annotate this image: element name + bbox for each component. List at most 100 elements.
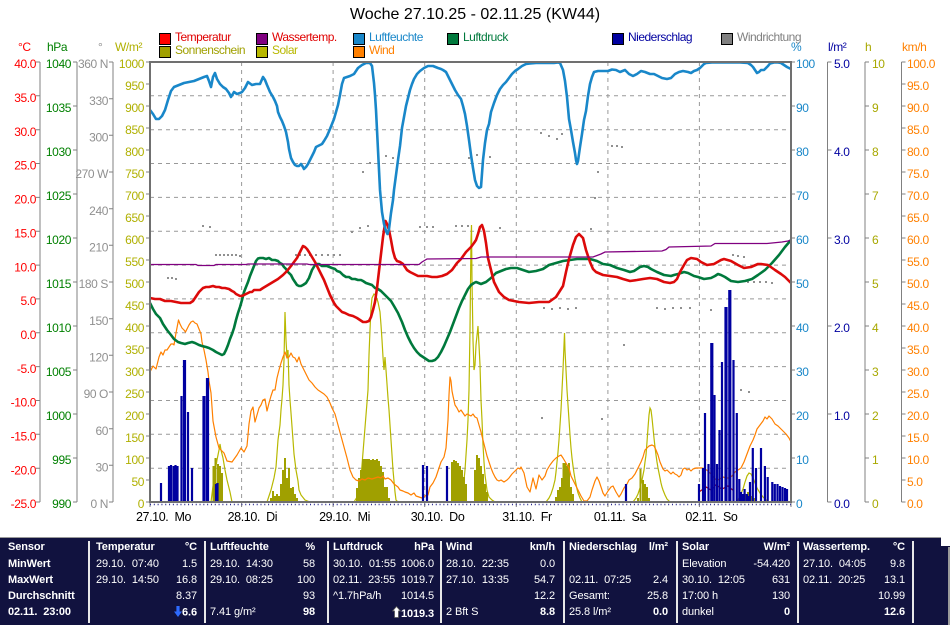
svg-text:35.0: 35.0 <box>14 91 36 105</box>
svg-text:750: 750 <box>125 167 145 181</box>
svg-text:0: 0 <box>138 497 145 511</box>
svg-text:-25.0: -25.0 <box>11 497 37 511</box>
svg-text:400: 400 <box>125 321 145 335</box>
svg-text:30.10. Do: 30.10. Do <box>411 510 465 524</box>
svg-text:60.0: 60.0 <box>907 233 929 247</box>
svg-text:50: 50 <box>131 475 144 489</box>
svg-text:100: 100 <box>125 453 145 467</box>
svg-text:0 N: 0 N <box>91 497 108 511</box>
svg-text:45.0: 45.0 <box>907 299 929 313</box>
svg-text:-10.0: -10.0 <box>11 396 37 410</box>
svg-text:15.0: 15.0 <box>14 226 36 240</box>
svg-text:1020: 1020 <box>46 233 72 247</box>
svg-text:270 W: 270 W <box>75 167 109 181</box>
svg-text:2: 2 <box>872 409 879 423</box>
svg-text:31.10. Fr: 31.10. Fr <box>502 510 552 524</box>
svg-text:30: 30 <box>95 461 108 475</box>
svg-text:950: 950 <box>125 79 145 93</box>
svg-text:450: 450 <box>125 299 145 313</box>
svg-text:500: 500 <box>125 277 145 291</box>
svg-text:150: 150 <box>125 431 145 445</box>
svg-text:5.0: 5.0 <box>21 294 37 308</box>
svg-text:90 O: 90 O <box>84 387 108 401</box>
svg-text:60: 60 <box>796 233 809 247</box>
svg-text:90.0: 90.0 <box>907 101 929 115</box>
svg-text:-5.0: -5.0 <box>17 362 37 376</box>
svg-text:7: 7 <box>872 189 879 203</box>
svg-text:100: 100 <box>796 57 816 71</box>
svg-text:1025: 1025 <box>46 189 72 203</box>
svg-text:35.0: 35.0 <box>907 343 929 357</box>
svg-text:°: ° <box>98 40 103 54</box>
svg-text:29.10. Mi: 29.10. Mi <box>319 510 370 524</box>
svg-text:02.11. So: 02.11. So <box>685 510 738 524</box>
svg-text:210: 210 <box>89 241 109 255</box>
svg-text:9: 9 <box>872 101 879 115</box>
svg-text:°C: °C <box>18 40 31 54</box>
svg-text:30.0: 30.0 <box>907 365 929 379</box>
svg-text:0: 0 <box>796 497 803 511</box>
svg-text:20.0: 20.0 <box>907 409 929 423</box>
svg-text:30.0: 30.0 <box>14 125 36 139</box>
svg-text:4: 4 <box>872 321 879 335</box>
svg-text:70: 70 <box>796 189 809 203</box>
svg-text:70.0: 70.0 <box>907 189 929 203</box>
svg-text:550: 550 <box>125 255 145 269</box>
svg-text:300: 300 <box>89 131 109 145</box>
svg-text:3: 3 <box>872 365 879 379</box>
svg-text:10: 10 <box>796 453 809 467</box>
svg-text:km/h: km/h <box>902 40 926 54</box>
svg-text:0: 0 <box>872 497 879 511</box>
svg-text:10.0: 10.0 <box>907 453 929 467</box>
svg-text:900: 900 <box>125 101 145 115</box>
svg-text:10.0: 10.0 <box>14 260 36 274</box>
svg-text:800: 800 <box>125 145 145 159</box>
svg-text:650: 650 <box>125 211 145 225</box>
svg-text:300: 300 <box>125 365 145 379</box>
svg-text:85.0: 85.0 <box>907 123 929 137</box>
svg-text:4.0: 4.0 <box>834 145 850 159</box>
svg-text:240: 240 <box>89 204 109 218</box>
svg-text:hPa: hPa <box>47 40 68 54</box>
svg-text:75.0: 75.0 <box>907 167 929 181</box>
svg-text:5: 5 <box>872 277 879 291</box>
svg-text:350: 350 <box>125 343 145 357</box>
svg-text:25.0: 25.0 <box>907 387 929 401</box>
svg-text:700: 700 <box>125 189 145 203</box>
svg-text:60: 60 <box>95 424 108 438</box>
svg-text:1010: 1010 <box>46 321 72 335</box>
svg-text:l/m²: l/m² <box>828 40 847 54</box>
svg-text:0.0: 0.0 <box>21 328 37 342</box>
svg-text:50.0: 50.0 <box>907 277 929 291</box>
svg-text:65.0: 65.0 <box>907 211 929 225</box>
svg-text:850: 850 <box>125 123 145 137</box>
svg-text:15.0: 15.0 <box>907 431 929 445</box>
svg-text:1000: 1000 <box>46 409 72 423</box>
svg-text:55.0: 55.0 <box>907 255 929 269</box>
svg-text:1035: 1035 <box>46 101 72 115</box>
svg-text:25.0: 25.0 <box>14 159 36 173</box>
svg-text:0.0: 0.0 <box>907 497 923 511</box>
svg-text:80: 80 <box>796 145 809 159</box>
svg-text:30: 30 <box>796 365 809 379</box>
svg-text:180 S: 180 S <box>79 277 109 291</box>
svg-text:120: 120 <box>89 351 109 365</box>
svg-text:2.0: 2.0 <box>834 321 850 335</box>
svg-text:200: 200 <box>125 409 145 423</box>
svg-text:1040: 1040 <box>46 57 72 71</box>
svg-text:80.0: 80.0 <box>907 145 929 159</box>
svg-text:100.0: 100.0 <box>907 57 936 71</box>
svg-text:1000: 1000 <box>119 57 145 71</box>
svg-text:1005: 1005 <box>46 365 72 379</box>
svg-text:990: 990 <box>52 497 72 511</box>
svg-text:5.0: 5.0 <box>907 475 923 489</box>
svg-text:8: 8 <box>872 145 879 159</box>
svg-text:995: 995 <box>52 453 72 467</box>
svg-text:40.0: 40.0 <box>907 321 929 335</box>
svg-text:27.10. Mo: 27.10. Mo <box>136 510 192 524</box>
svg-text:3.0: 3.0 <box>834 233 850 247</box>
svg-text:20.0: 20.0 <box>14 193 36 207</box>
svg-text:28.10. Di: 28.10. Di <box>228 510 278 524</box>
svg-text:95.0: 95.0 <box>907 79 929 93</box>
svg-text:W/m²: W/m² <box>115 40 142 54</box>
